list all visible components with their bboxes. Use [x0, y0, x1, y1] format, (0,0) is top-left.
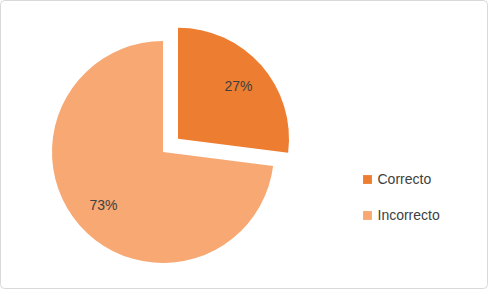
svg-text:73%: 73%: [90, 197, 118, 213]
svg-text:Incorrecto: Incorrecto: [378, 207, 440, 223]
svg-text:27%: 27%: [224, 78, 252, 94]
svg-text:Correcto: Correcto: [378, 171, 432, 187]
